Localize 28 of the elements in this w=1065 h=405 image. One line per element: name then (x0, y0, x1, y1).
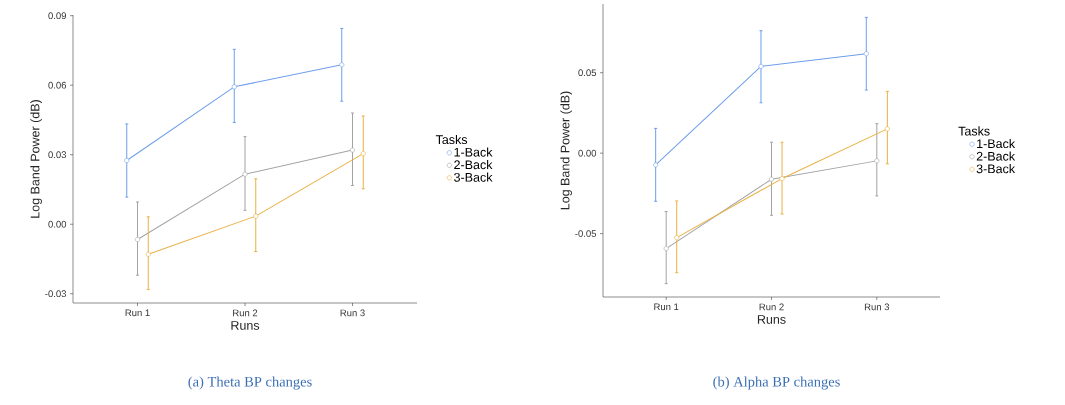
y-tick-label: 0.00 (578, 149, 597, 157)
legend-label: 3-Back (454, 172, 493, 182)
y-tick-label: 0.03 (48, 151, 67, 159)
x-tick-label: Run 1 (125, 309, 150, 317)
x-axis-title: Runs (231, 321, 260, 330)
legend-label: 2-Back (976, 151, 1016, 161)
x-tick-label: Run 3 (340, 309, 365, 317)
y-tick-label: 0.05 (578, 69, 597, 77)
x-tick-label: Run 2 (759, 303, 784, 311)
x-tick-label: Run 1 (654, 303, 679, 311)
x-tick-label: Run 2 (233, 309, 258, 317)
x-tick-label: Run 3 (864, 303, 890, 311)
y-axis-title: Log Band Power (dB) (30, 100, 42, 218)
y-axis-title: Log Band Power (dB) (560, 91, 572, 210)
legend-label: 3-Back (976, 164, 1016, 174)
y-tick-label: -0.05 (575, 230, 597, 237)
legend-label: 1-Back (454, 147, 493, 157)
y-tick-label: 0.06 (48, 81, 67, 89)
y-tick-label: -0.03 (45, 290, 67, 298)
x-axis-title: Runs (757, 315, 786, 324)
legend-title: Tasks (958, 126, 990, 136)
text: (b) Alpha BP changes (713, 376, 840, 390)
y-tick-label: 0.09 (48, 12, 67, 20)
y-tick-label: 0.00 (48, 220, 67, 228)
text: (a) Theta BP changes (188, 376, 312, 390)
legend-label: 2-Back (454, 160, 493, 170)
legend-label: 1-Back (977, 138, 1016, 149)
legend-title: Tasks (435, 134, 468, 145)
